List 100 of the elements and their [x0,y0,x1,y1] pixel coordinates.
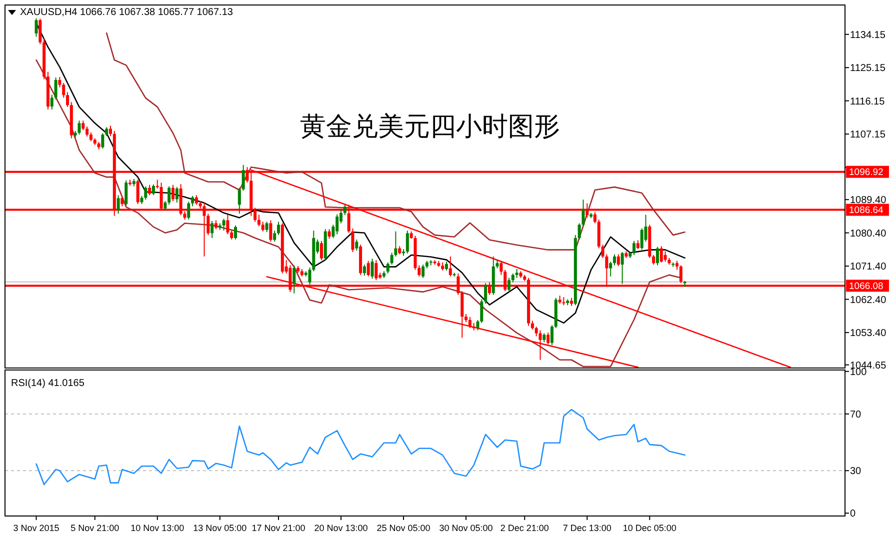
candlestick [116,194,120,214]
candlestick [612,254,616,266]
candlestick [226,214,230,235]
candlestick [242,164,245,192]
x-tick-label: 25 Nov 05:00 [376,523,430,533]
candlestick [632,240,636,256]
candlestick [508,277,510,292]
text: 黄金兑美元四小时图形 [300,112,560,142]
ref-line-label: 1066.08 [849,281,884,292]
y-tick-label: 1107.15 [850,130,886,141]
x-tick-label: 17 Nov 21:00 [252,523,306,533]
candlestick [292,264,296,294]
candlestick [664,250,667,262]
candlestick [66,92,70,108]
candlestick [273,230,276,242]
candlestick [546,332,550,345]
candlestick [366,260,370,277]
candlestick [78,120,81,136]
candlestick [175,186,178,204]
candlestick [500,260,503,276]
candlestick [386,262,390,274]
x-tick-label: 7 Dec 13:00 [562,523,612,533]
candlestick [257,214,260,227]
text: RSI(14) 41.0165 [11,378,85,389]
y-tick-label: 1116.15 [850,96,886,108]
candlestick [336,214,339,235]
candlestick [120,196,124,207]
candlestick [328,228,331,240]
x-tick-label: 10 Dec 05:00 [622,523,676,533]
candlestick [484,282,488,304]
candlestick [652,254,656,266]
candlestick [194,194,198,206]
y-tick-label: 0 [850,508,856,520]
x-tick-label: 3 Nov 2015 [13,523,60,533]
y-tick-label: 1071.40 [850,262,887,273]
line-series [36,408,686,486]
candlestick [191,195,194,207]
candlestick [660,246,663,263]
candlestick [370,258,374,280]
candlestick [355,238,358,252]
y-tick-label: 30 [850,466,862,478]
candlestick [82,120,85,131]
candlestick [476,319,480,331]
candlestick [538,330,542,360]
candlestick [54,76,58,100]
candlestick [34,18,38,38]
candlestick [422,264,425,278]
x-tick-label: 10 Nov 13:00 [130,523,184,533]
candlestick [210,220,214,239]
candlestick [234,224,238,240]
ref-line-label: 1086.64 [849,205,884,216]
candlestick [448,256,452,277]
y-tick-label: 70 [850,409,862,420]
candlestick [269,220,272,242]
candlestick [656,246,659,266]
x-tick-label: 2 Dec 21:00 [500,523,549,533]
candlestick [343,204,346,216]
candlestick [609,261,612,277]
candlestick [38,18,42,45]
candlestick [265,221,268,233]
candlestick [86,126,89,137]
y-tick-label: 1134.15 [850,30,886,41]
ref-line-label: 1096.92 [849,167,884,178]
candlestick [460,290,464,338]
chart-subtitle: XAUUSD,H4 1066.76 1067.38 1065.77 1067.13 [20,7,234,18]
candlestick [168,186,171,206]
candlestick [468,316,472,329]
candlestick [50,94,54,110]
candlestick [238,187,241,214]
candlestick [480,298,484,324]
candlestick [156,179,159,190]
line-series [106,32,686,250]
x-tick-label: 20 Nov 13:00 [314,523,368,533]
line-series [36,59,682,368]
candlestick [187,201,190,220]
candlestick [148,184,152,196]
candlestick [620,252,624,284]
y-tick-label: 1125.15 [850,63,886,74]
y-tick-label: 1080.40 [850,228,887,240]
y-tick-label: 100 [850,366,868,378]
y-tick-label: 1053.40 [850,328,887,340]
candlestick [308,267,312,286]
candlestick [320,240,323,261]
candlestick [62,82,66,98]
candlestick [108,125,112,137]
candlestick [144,186,148,200]
candlestick [550,324,554,346]
candlestick [58,76,62,88]
candlestick [406,230,409,254]
x-tick-label: 13 Nov 05:00 [193,523,247,533]
candlestick [222,218,226,232]
candlestick [124,180,128,206]
candlestick [152,184,155,196]
candlestick [534,326,538,337]
y-tick-label: 1062.40 [850,294,887,306]
candlestick [418,264,421,277]
y-tick-label: 1089.40 [850,195,887,206]
candlestick [616,254,620,267]
candlestick [276,221,280,236]
x-tick-label: 30 Nov 05:00 [439,523,493,533]
